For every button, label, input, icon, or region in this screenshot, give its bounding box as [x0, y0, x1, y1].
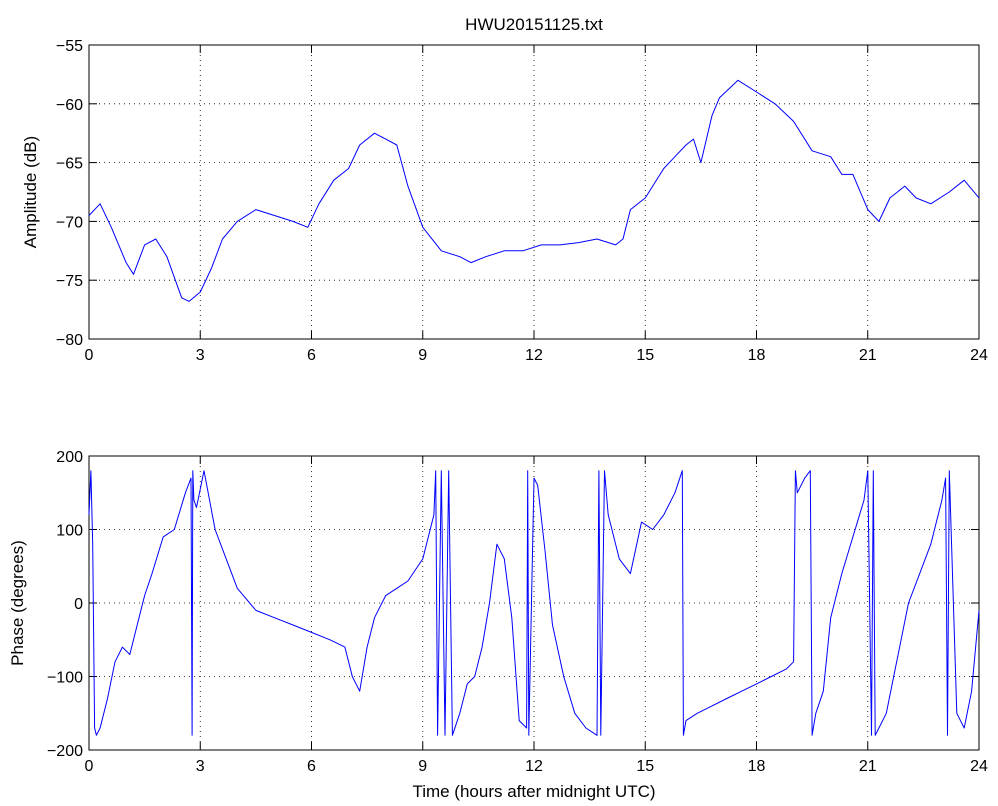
amplitude-y-tick-label: −55 [56, 38, 83, 55]
phase-series-line [88, 470, 980, 736]
amplitude-y-axis-label: Amplitude (dB) [21, 136, 40, 248]
phase-y-tick-label: 200 [56, 449, 83, 466]
phase-x-axis-label: Time (hours after midnight UTC) [412, 782, 655, 801]
amplitude-y-tick-label: −60 [56, 97, 83, 114]
phase-y-tick-label: 0 [74, 596, 83, 613]
amplitude-ticks: 0 3 6 9 12 15 18 21 24 −55 −60 −65 −70 −75 −80 [56, 38, 988, 364]
amplitude-x-tick-label: 3 [196, 347, 205, 364]
phase-x-tick-label: 21 [859, 758, 877, 775]
amplitude-x-tick-label: 12 [525, 347, 543, 364]
amplitude-x-tick-label: 6 [307, 347, 316, 364]
phase-x-tick-label: 24 [970, 758, 988, 775]
phase-grid [89, 456, 979, 750]
phase-x-tick-label: 18 [748, 758, 766, 775]
amplitude-y-tick-label: −80 [56, 332, 83, 349]
amplitude-grid [89, 45, 979, 339]
amplitude-x-tick-label: 21 [859, 347, 877, 364]
phase-series [88, 470, 980, 736]
amplitude-chart-title: HWU20151125.txt [465, 15, 603, 34]
amplitude-plot-frame [88, 44, 980, 340]
phase-y-axis-label: Phase (degrees) [8, 540, 27, 666]
amplitude-chart: 0 3 6 9 12 15 18 21 24 −55 −60 −65 −70 −75 −80 HWU2015… [21, 15, 988, 364]
amplitude-x-tick-label: 15 [636, 347, 654, 364]
phase-y-tick-label: −200 [47, 743, 83, 760]
amplitude-y-tick-label: −65 [56, 156, 83, 173]
amplitude-x-tick-label: 0 [85, 347, 94, 364]
phase-y-tick-label: 100 [56, 523, 83, 540]
phase-x-tick-label: 6 [307, 758, 316, 775]
phase-x-tick-label: 12 [525, 758, 543, 775]
phase-x-tick-label: 3 [196, 758, 205, 775]
phase-chart: 0 3 6 9 12 15 18 21 24 200 100 0 −100 −200 Phase (deg… [8, 449, 988, 801]
amplitude-x-tick-label: 9 [418, 347, 427, 364]
amplitude-series-line [88, 79, 980, 302]
phase-y-tick-label: −100 [47, 670, 83, 687]
phase-x-tick-label: 0 [85, 758, 94, 775]
amplitude-y-tick-label: −75 [56, 273, 83, 290]
amplitude-x-tick-label: 18 [748, 347, 766, 364]
phase-x-tick-label: 15 [636, 758, 654, 775]
phase-ticks: 0 3 6 9 12 15 18 21 24 200 100 0 −100 −200 [47, 449, 988, 775]
phase-x-tick-label: 9 [418, 758, 427, 775]
amplitude-y-tick-label: −70 [56, 214, 83, 231]
amplitude-series [88, 79, 980, 302]
amplitude-x-tick-label: 24 [970, 347, 988, 364]
